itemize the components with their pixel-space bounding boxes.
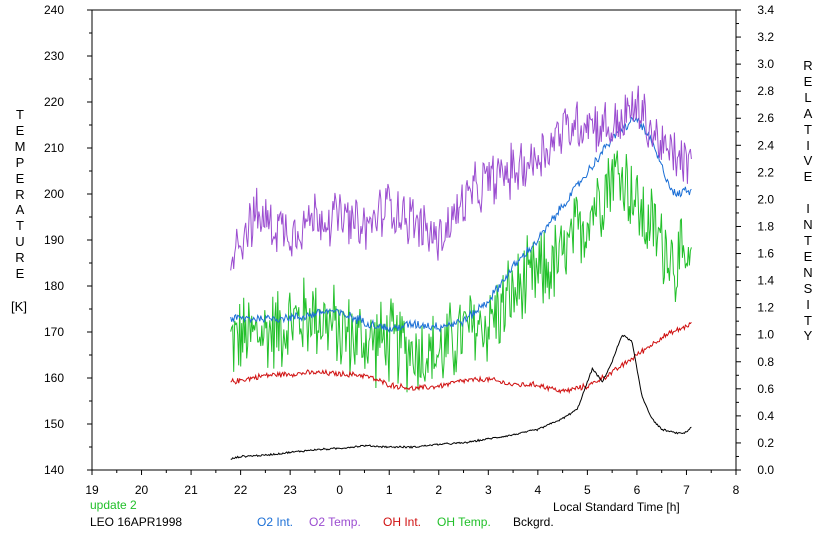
- series-line-o2-temp: [230, 85, 692, 271]
- right-tick-label: 0.8: [757, 355, 774, 369]
- left-tick-label: 150: [44, 417, 64, 431]
- x-tick-label: 0: [336, 483, 343, 497]
- series-line-oh-temp: [230, 150, 692, 393]
- left-tick-label: 170: [44, 325, 64, 339]
- right-axis-label: R E L A T I V E I N T E N S I T Y: [803, 58, 813, 344]
- site-date-label: LEO 16APR1998: [90, 515, 183, 529]
- x-tick-label: 1: [386, 483, 393, 497]
- left-axis-label: T E M P E R A T U R E: [14, 107, 26, 282]
- left-tick-label: 210: [44, 141, 64, 155]
- left-tick-label: 240: [44, 3, 64, 17]
- right-tick-label: 1.0: [757, 328, 774, 342]
- x-tick-label: 2: [435, 483, 442, 497]
- right-tick-label: 2.4: [757, 138, 774, 152]
- series-line-o2-int: [230, 115, 692, 334]
- left-tick-label: 230: [44, 49, 64, 63]
- legend-item: OH Int.: [383, 515, 422, 529]
- legend-item: O2 Temp.: [309, 515, 361, 529]
- legend-item: O2 Int.: [257, 515, 294, 529]
- right-tick-label: 1.6: [757, 247, 774, 261]
- x-tick-label: 4: [535, 483, 542, 497]
- left-tick-label: 140: [44, 463, 64, 477]
- right-tick-label: 0.0: [757, 463, 774, 477]
- left-tick-label: 220: [44, 95, 64, 109]
- right-tick-label: 1.2: [757, 301, 774, 315]
- update-label: update 2: [90, 498, 137, 512]
- plot-frame: [91, 9, 737, 471]
- x-tick-label: 21: [184, 483, 198, 497]
- legend-item: OH Temp.: [437, 515, 491, 529]
- right-tick-label: 2.8: [757, 84, 774, 98]
- series-line-bckgrd: [230, 334, 692, 460]
- x-tick-label: 19: [85, 483, 99, 497]
- right-tick-label: 3.0: [757, 57, 774, 71]
- right-tick-label: 3.4: [757, 3, 774, 17]
- right-tick-label: 0.4: [757, 409, 774, 423]
- x-tick-label: 8: [733, 483, 740, 497]
- x-tick-label: 22: [234, 483, 248, 497]
- right-tick-label: 1.8: [757, 219, 774, 233]
- x-tick-label: 6: [634, 483, 641, 497]
- left-axis-unit: [K]: [11, 299, 27, 314]
- x-axis-label: Local Standard Time [h]: [553, 500, 680, 514]
- right-tick-label: 1.4: [757, 274, 774, 288]
- series-line-oh-int: [230, 321, 692, 395]
- right-tick-label: 2.0: [757, 192, 774, 206]
- right-tick-label: 0.2: [757, 436, 774, 450]
- right-tick-label: 0.6: [757, 382, 774, 396]
- left-tick-label: 160: [44, 371, 64, 385]
- x-tick-label: 23: [283, 483, 297, 497]
- x-tick-label: 7: [683, 483, 690, 497]
- x-tick-label: 20: [135, 483, 149, 497]
- legend-item: Bckgrd.: [513, 515, 554, 529]
- x-tick-label: 3: [485, 483, 492, 497]
- left-tick-label: 180: [44, 279, 64, 293]
- left-tick-label: 200: [44, 187, 64, 201]
- right-tick-label: 2.2: [757, 165, 774, 179]
- right-tick-label: 2.6: [757, 111, 774, 125]
- right-tick-label: 3.2: [757, 30, 774, 44]
- x-tick-label: 5: [584, 483, 591, 497]
- left-tick-label: 190: [44, 233, 64, 247]
